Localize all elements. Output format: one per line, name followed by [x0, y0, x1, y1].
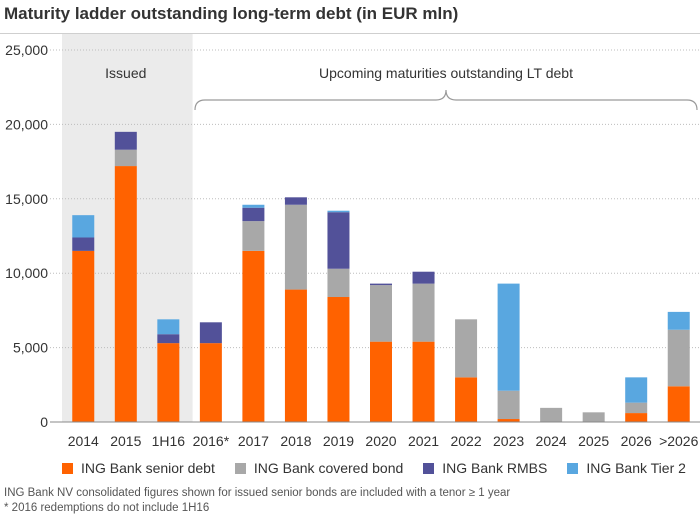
- x-tick-label: 2022: [450, 433, 481, 449]
- legend-item: ING Bank covered bond: [234, 460, 404, 476]
- legend-swatch: [234, 462, 246, 474]
- bar-segment: [497, 283, 520, 391]
- x-tick-label: 2026: [621, 433, 652, 449]
- bar-segment: [242, 204, 265, 208]
- x-tick-label: 2020: [365, 433, 396, 449]
- legend-label: ING Bank senior debt: [81, 460, 215, 476]
- bar-segment: [72, 250, 95, 422]
- bar-segment: [667, 329, 690, 387]
- legend-swatch: [423, 462, 435, 474]
- title-divider: [0, 33, 700, 34]
- bar-segment: [370, 283, 392, 286]
- bar-segment: [370, 285, 392, 342]
- x-tick-label: 2017: [238, 433, 269, 449]
- bar-segment: [412, 283, 435, 342]
- legend-label: ING Bank covered bond: [253, 460, 404, 476]
- bar-segment: [625, 377, 648, 403]
- bar-segment: [625, 402, 648, 414]
- bar-segment: [284, 197, 307, 205]
- bar-segment: [582, 412, 605, 422]
- bar-segment: [625, 413, 648, 422]
- x-tick-label: 2024: [536, 433, 567, 449]
- x-tick-label: 1H16: [152, 433, 186, 449]
- bar-segment: [667, 386, 690, 422]
- chart-legend: ING Bank senior debt ING Bank covered bon…: [62, 460, 700, 476]
- bar-segment: [497, 419, 520, 422]
- x-tick-label: 2019: [323, 433, 354, 449]
- bar-segment: [242, 221, 265, 251]
- bar-segment: [157, 334, 180, 344]
- x-tick-label: 2021: [408, 433, 439, 449]
- bar-segment: [114, 131, 137, 150]
- legend-item: ING Bank Tier 2: [567, 460, 686, 476]
- bar-segment: [199, 322, 222, 344]
- legend-item: ING Bank senior debt: [62, 460, 215, 476]
- legend-label: ING Bank Tier 2: [586, 460, 686, 476]
- bar-segment: [327, 268, 350, 298]
- bar-segment: [455, 319, 478, 378]
- annotation-issued: Issued: [105, 65, 146, 81]
- bar-segment: [284, 289, 307, 422]
- y-tick-label: 10,000: [5, 265, 48, 281]
- bar-segment: [327, 210, 350, 213]
- bar-segment: [157, 343, 180, 422]
- x-tick-label: 2025: [578, 433, 609, 449]
- legend-label: ING Bank RMBS: [442, 460, 548, 476]
- bar-segment: [412, 341, 435, 422]
- bar-segment: [114, 149, 137, 167]
- bar-segment: [412, 271, 435, 284]
- x-tick-label: 2018: [280, 433, 311, 449]
- bar-segment: [242, 207, 265, 222]
- upcoming-brace: [194, 89, 698, 111]
- bar-segment: [199, 343, 222, 422]
- x-tick-label: >2026: [659, 433, 699, 449]
- y-tick-label: 5,000: [13, 340, 48, 356]
- legend-swatch: [567, 462, 579, 474]
- legend-swatch: [62, 462, 73, 474]
- footnote-consolidated: ING Bank NV consolidated figures shown f…: [4, 487, 511, 499]
- x-tick-label: 2016*: [193, 433, 230, 449]
- bar-segment: [327, 212, 350, 269]
- y-tick-label: 20,000: [5, 116, 48, 132]
- bar-segment: [157, 319, 180, 335]
- maturity-chart: 0 5,000 10,000 15,000 20,000 25,000 2014 2015 1H…: [5, 34, 700, 449]
- y-tick-label: 0: [40, 414, 48, 430]
- bar-segment: [72, 215, 95, 238]
- bar-segment: [114, 166, 137, 422]
- bar-segment: [455, 377, 478, 422]
- annotation-upcoming: Upcoming maturities outstanding LT debt: [319, 65, 573, 81]
- bar-segment: [667, 311, 690, 330]
- y-tick-label: 15,000: [5, 191, 48, 207]
- x-tick-label: 2023: [493, 433, 524, 449]
- bar-segment: [242, 250, 265, 422]
- bar-segment: [497, 390, 520, 420]
- footnote-2016: * 2016 redemptions do not include 1H16: [4, 502, 210, 514]
- bar-segment: [284, 204, 307, 290]
- chart-title: Maturity ladder outstanding long-term de…: [4, 4, 459, 23]
- bar-segment: [327, 297, 350, 422]
- bar-segment: [370, 341, 392, 422]
- x-tick-label: 2015: [110, 433, 141, 449]
- bar-segment: [72, 237, 95, 251]
- bar-segment: [540, 407, 563, 422]
- x-tick-label: 2014: [68, 433, 99, 449]
- legend-item: ING Bank RMBS: [423, 460, 547, 476]
- y-tick-label: 25,000: [5, 42, 48, 58]
